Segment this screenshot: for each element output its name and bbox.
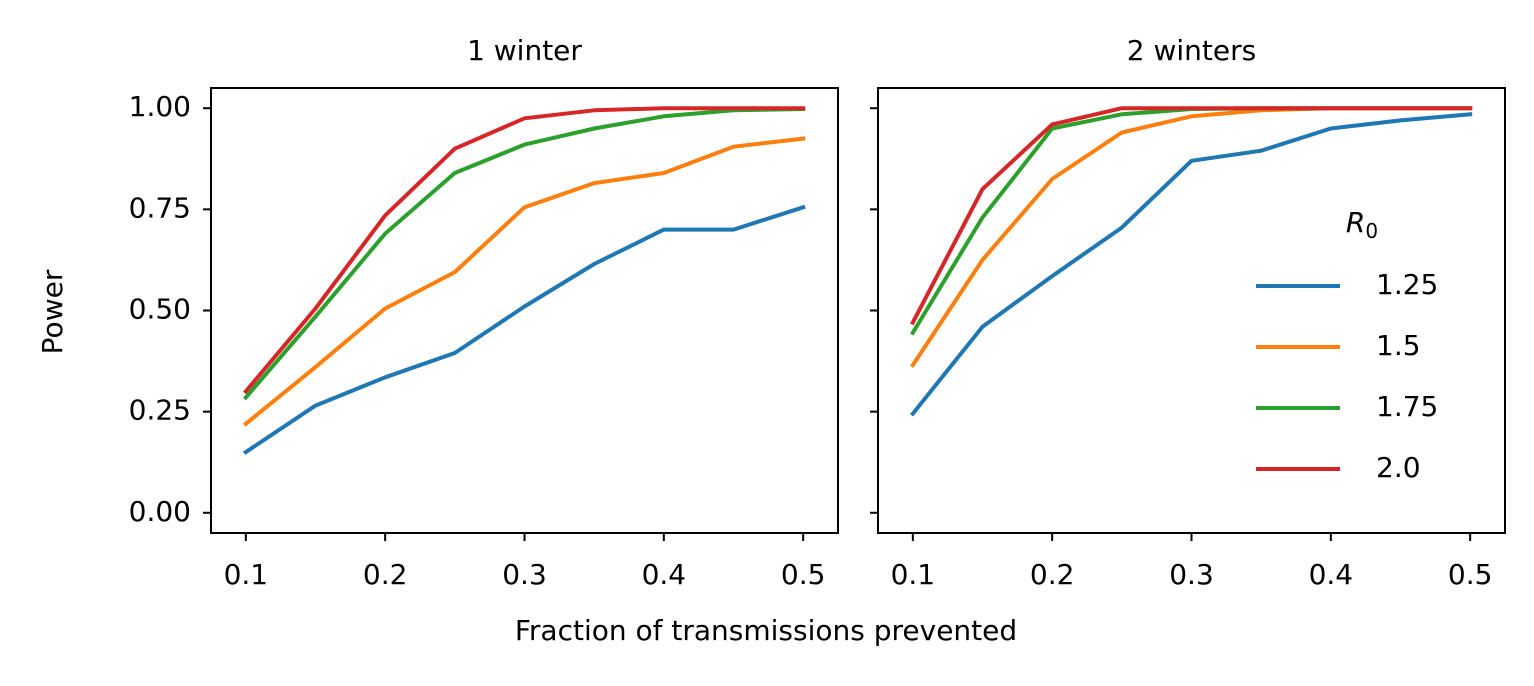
y-tick-label: 0.75: [129, 191, 191, 224]
plot-frame: [210, 87, 839, 534]
legend: R0 1.25 1.5 1.75 2.0: [1256, 206, 1438, 484]
series-line-1-25: [909, 112, 1473, 417]
x-tick-label: 0.2: [1030, 558, 1075, 591]
panel-title: 2 winters: [1127, 34, 1256, 67]
panel-1-winter: 1 winter 0.1 0.2 0.3 0.4 0.5 0.00 0.25 0.50 0.75 1…: [129, 34, 839, 591]
x-tick-label: 0.4: [642, 558, 687, 591]
y-tick-label: 0.50: [129, 293, 191, 326]
series-line-1-5: [910, 106, 1473, 368]
legend-title-main: R: [1346, 206, 1365, 239]
panel-2-winters: 2 winters 0.1 0.2 0.3 0.4 0.5 R0 1.25 1.5 1.75 2.0: [870, 34, 1506, 591]
legend-title-subscript: 0: [1365, 219, 1378, 243]
x-axis-label: Fraction of transmissions prevented: [515, 614, 1017, 647]
legend-label: 1.25: [1376, 268, 1438, 301]
series-line-2-0: [910, 106, 1473, 326]
x-tick-label: 0.3: [502, 558, 547, 591]
series-line-1-5: [242, 136, 806, 427]
legend-label: 1.5: [1376, 329, 1421, 362]
y-tick-label: 0.00: [129, 495, 191, 528]
y-tick-label: 0.25: [129, 394, 191, 427]
x-tick-label: 0.2: [363, 558, 408, 591]
x-tick-label: 0.4: [1309, 558, 1354, 591]
series-line-1-25: [243, 204, 806, 455]
x-tick-label: 0.3: [1169, 558, 1214, 591]
x-tick-label: 0.5: [1448, 558, 1493, 591]
legend-label: 2.0: [1376, 451, 1421, 484]
panel-title: 1 winter: [467, 34, 582, 67]
y-axis-label: Power: [36, 269, 69, 354]
legend-label: 1.75: [1376, 390, 1438, 423]
y-tick-label: 1.00: [129, 90, 191, 123]
legend-title: R0: [1346, 206, 1378, 243]
series-line-1-75: [242, 106, 806, 401]
x-tick-label: 0.1: [224, 558, 269, 591]
series-line-2-0: [242, 106, 806, 395]
x-tick-label: 0.5: [781, 558, 826, 591]
x-tick-label: 0.1: [891, 558, 936, 591]
